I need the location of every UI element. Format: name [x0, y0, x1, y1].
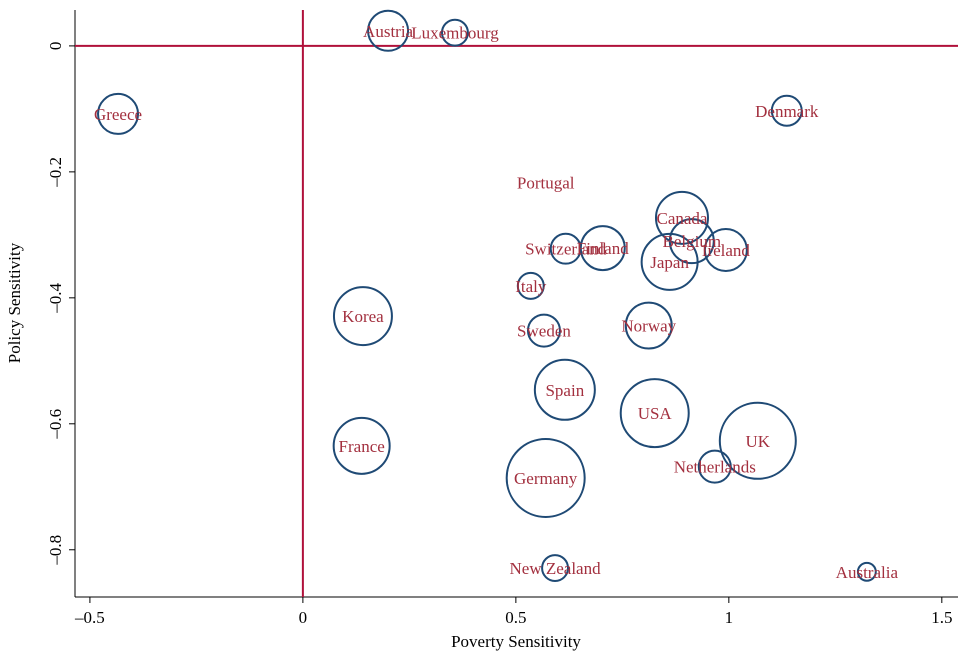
point-label: Spain [545, 381, 584, 400]
x-tick-label: –0.5 [74, 608, 105, 627]
bubble [619, 378, 690, 449]
y-tick-label: –0.4 [46, 282, 65, 313]
bubble [332, 286, 393, 347]
point-label: UK [746, 432, 771, 451]
bubble [654, 190, 709, 245]
point-label: Belgium [662, 232, 721, 251]
bubble [668, 218, 715, 265]
y-tick-label: –0.8 [46, 535, 65, 566]
point-label: Switzerland [525, 240, 607, 259]
point-label: Luxembourg [411, 24, 499, 43]
bubble [440, 18, 469, 47]
x-tick-label: 1.5 [931, 608, 952, 627]
bubble [703, 227, 748, 272]
point-label: Italy [515, 277, 547, 296]
point-label: Austria [363, 22, 414, 41]
y-tick-label: 0 [46, 42, 65, 51]
bubble [332, 416, 391, 475]
bubble [541, 554, 570, 582]
point-label: Sweden [517, 322, 571, 341]
point-label: Australia [836, 563, 899, 582]
y-tick-label: –0.2 [46, 157, 65, 188]
point-label: Ireland [702, 241, 751, 260]
bubble [526, 313, 561, 348]
point-label: Portugal [517, 174, 575, 193]
x-tick-label: 0.5 [505, 608, 526, 627]
point-label: Korea [342, 307, 384, 326]
point-label: Norway [621, 317, 676, 336]
point-label: Japan [650, 253, 689, 272]
bubble [718, 401, 797, 480]
point-label: Canada [656, 209, 707, 228]
point-label: USA [638, 404, 673, 423]
point-label: Greece [94, 105, 142, 124]
x-tick-label: 1 [725, 608, 734, 627]
bubble [97, 92, 140, 135]
point-label: Germany [514, 469, 578, 488]
y-axis-title: Policy Sensitivity [5, 242, 24, 363]
bubble [549, 232, 582, 265]
bubble [697, 449, 732, 484]
bubble [367, 9, 410, 52]
point-label: Finland [577, 239, 629, 258]
bubble [516, 271, 545, 300]
bubble [640, 232, 699, 291]
y-tick-label: –0.6 [46, 409, 65, 440]
x-axis-title: Poverty Sensitivity [451, 632, 581, 651]
point-label: Netherlands [674, 458, 756, 477]
x-tick-label: 0 [299, 608, 308, 627]
bubble [533, 358, 596, 421]
bubble [856, 561, 877, 582]
point-label: Denmark [755, 102, 819, 121]
bubble [505, 437, 586, 518]
point-label: France [339, 437, 385, 456]
point-label: New Zealand [510, 559, 602, 578]
bubble [624, 301, 673, 350]
bubble [770, 94, 803, 127]
